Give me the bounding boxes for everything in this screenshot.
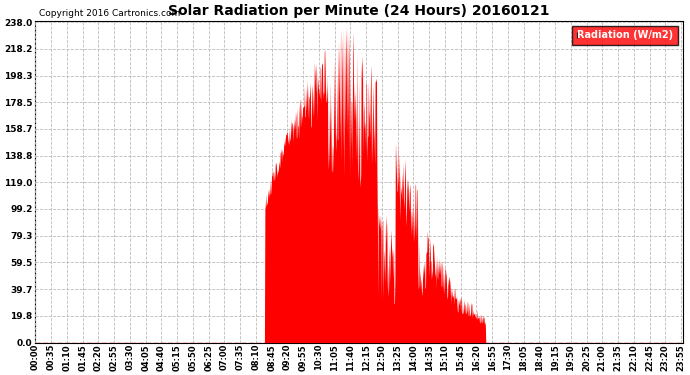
Legend: Radiation (W/m2): Radiation (W/m2) xyxy=(572,26,678,45)
Text: Copyright 2016 Cartronics.com: Copyright 2016 Cartronics.com xyxy=(39,9,180,18)
Title: Solar Radiation per Minute (24 Hours) 20160121: Solar Radiation per Minute (24 Hours) 20… xyxy=(168,4,550,18)
